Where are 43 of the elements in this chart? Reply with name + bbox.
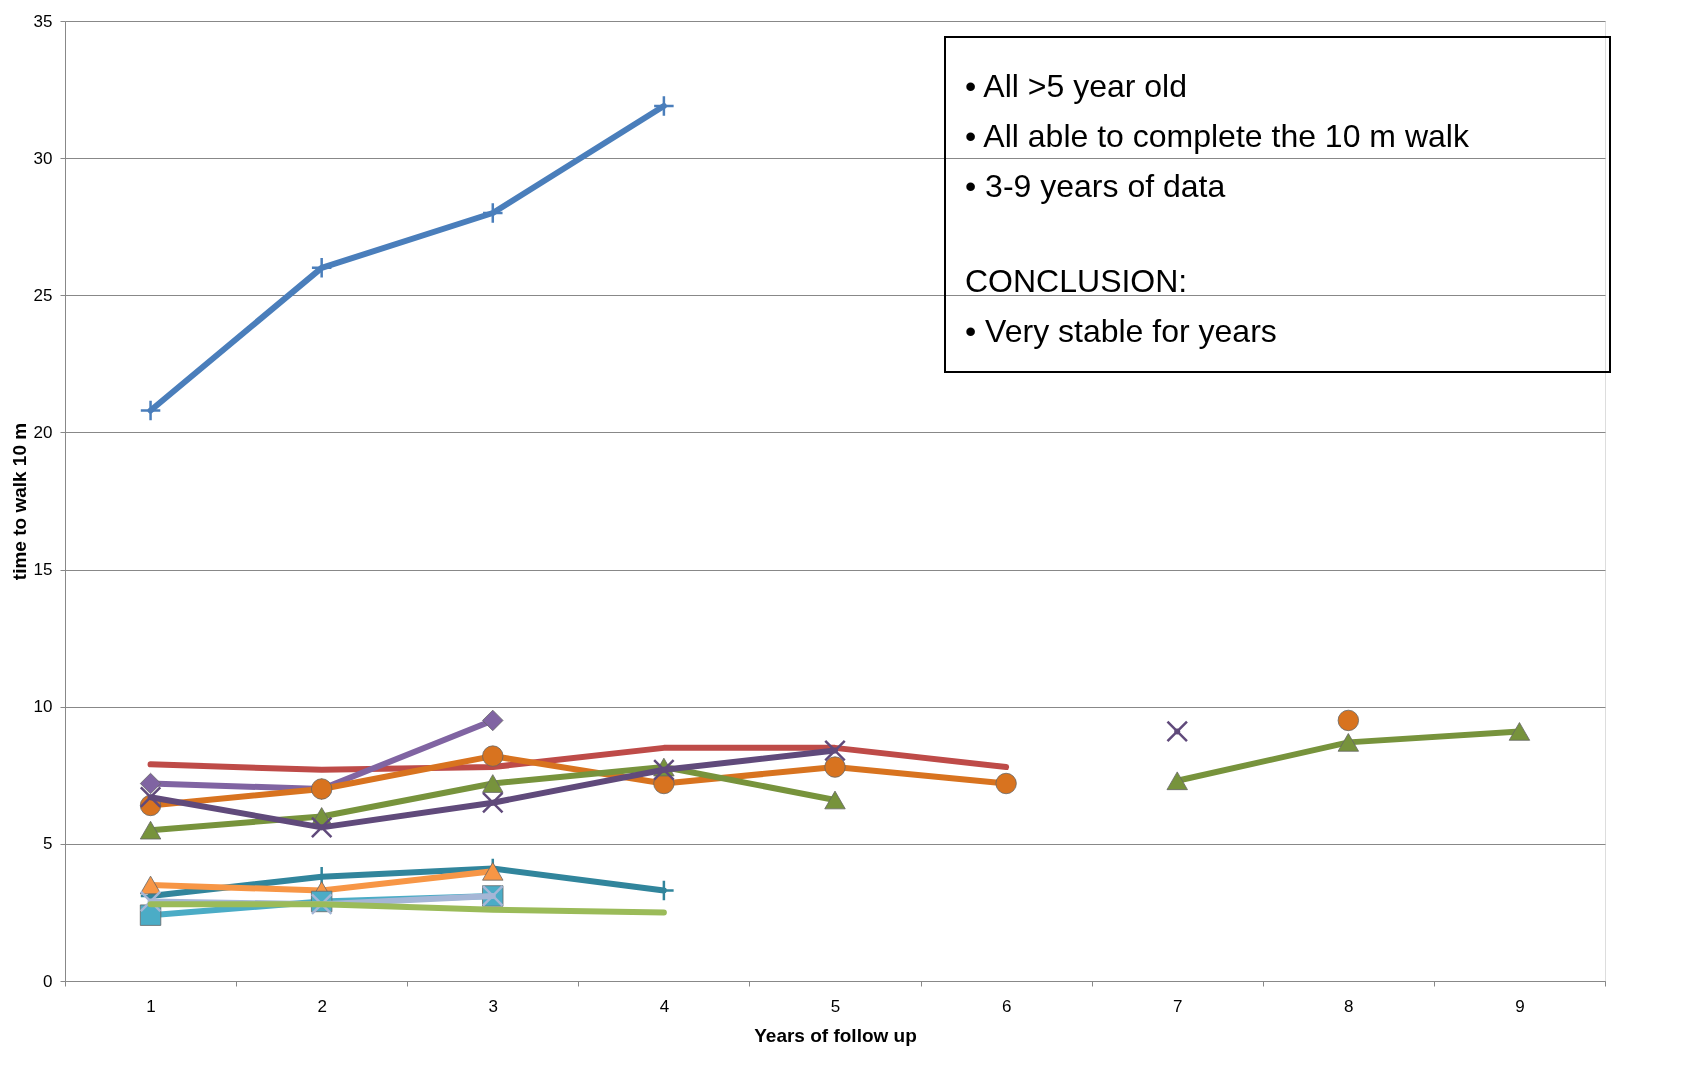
y-tick-label: 30: [33, 148, 53, 168]
x-tick-label: 4: [659, 996, 670, 1016]
annotation: • 3-9 years of data: [965, 168, 1226, 204]
x-axis-title: Years of follow up: [754, 1024, 917, 1046]
annotation: • All >5 year old: [965, 68, 1187, 104]
point: [310, 256, 333, 279]
point: [824, 790, 846, 810]
y-tick-label: 0: [43, 971, 53, 991]
point: [482, 745, 504, 767]
x-tick-label: 8: [1344, 996, 1354, 1016]
point: [310, 816, 333, 839]
y-tick-label: 5: [43, 834, 53, 854]
point: [482, 862, 504, 881]
point: [482, 709, 504, 732]
y-axis-title: time to walk 10 m: [8, 422, 30, 581]
x-tick-label: 7: [1172, 996, 1183, 1016]
y-tick-label: 15: [33, 560, 53, 580]
point: [139, 399, 162, 422]
point: [139, 820, 162, 840]
x-tick-label: 5: [830, 996, 841, 1016]
annotation: CONCLUSION:: [965, 263, 1188, 299]
point: [652, 95, 675, 118]
point: [824, 756, 846, 778]
point: [139, 786, 162, 809]
x-tick-label: 6: [1001, 996, 1012, 1016]
point: [481, 202, 504, 224]
y-tick-label: 20: [33, 422, 53, 442]
x-tick-label: 1: [146, 996, 156, 1016]
point: [995, 772, 1017, 795]
point: [139, 772, 162, 795]
x-tick-label: 2: [317, 996, 327, 1016]
annotation: • All able to complete the 10 m walk: [965, 118, 1470, 154]
y-tick-label: 35: [33, 11, 53, 31]
x-tick-label: 9: [1515, 996, 1525, 1016]
annotation: • Very stable for years: [965, 313, 1277, 349]
y-tick-label: 25: [33, 285, 53, 305]
point: [1337, 709, 1359, 732]
point: [139, 875, 162, 895]
x-tick-label: 3: [488, 996, 499, 1016]
point: [481, 791, 504, 814]
point: [482, 774, 504, 793]
point: [824, 739, 846, 762]
y-tick-label: 10: [33, 697, 53, 717]
